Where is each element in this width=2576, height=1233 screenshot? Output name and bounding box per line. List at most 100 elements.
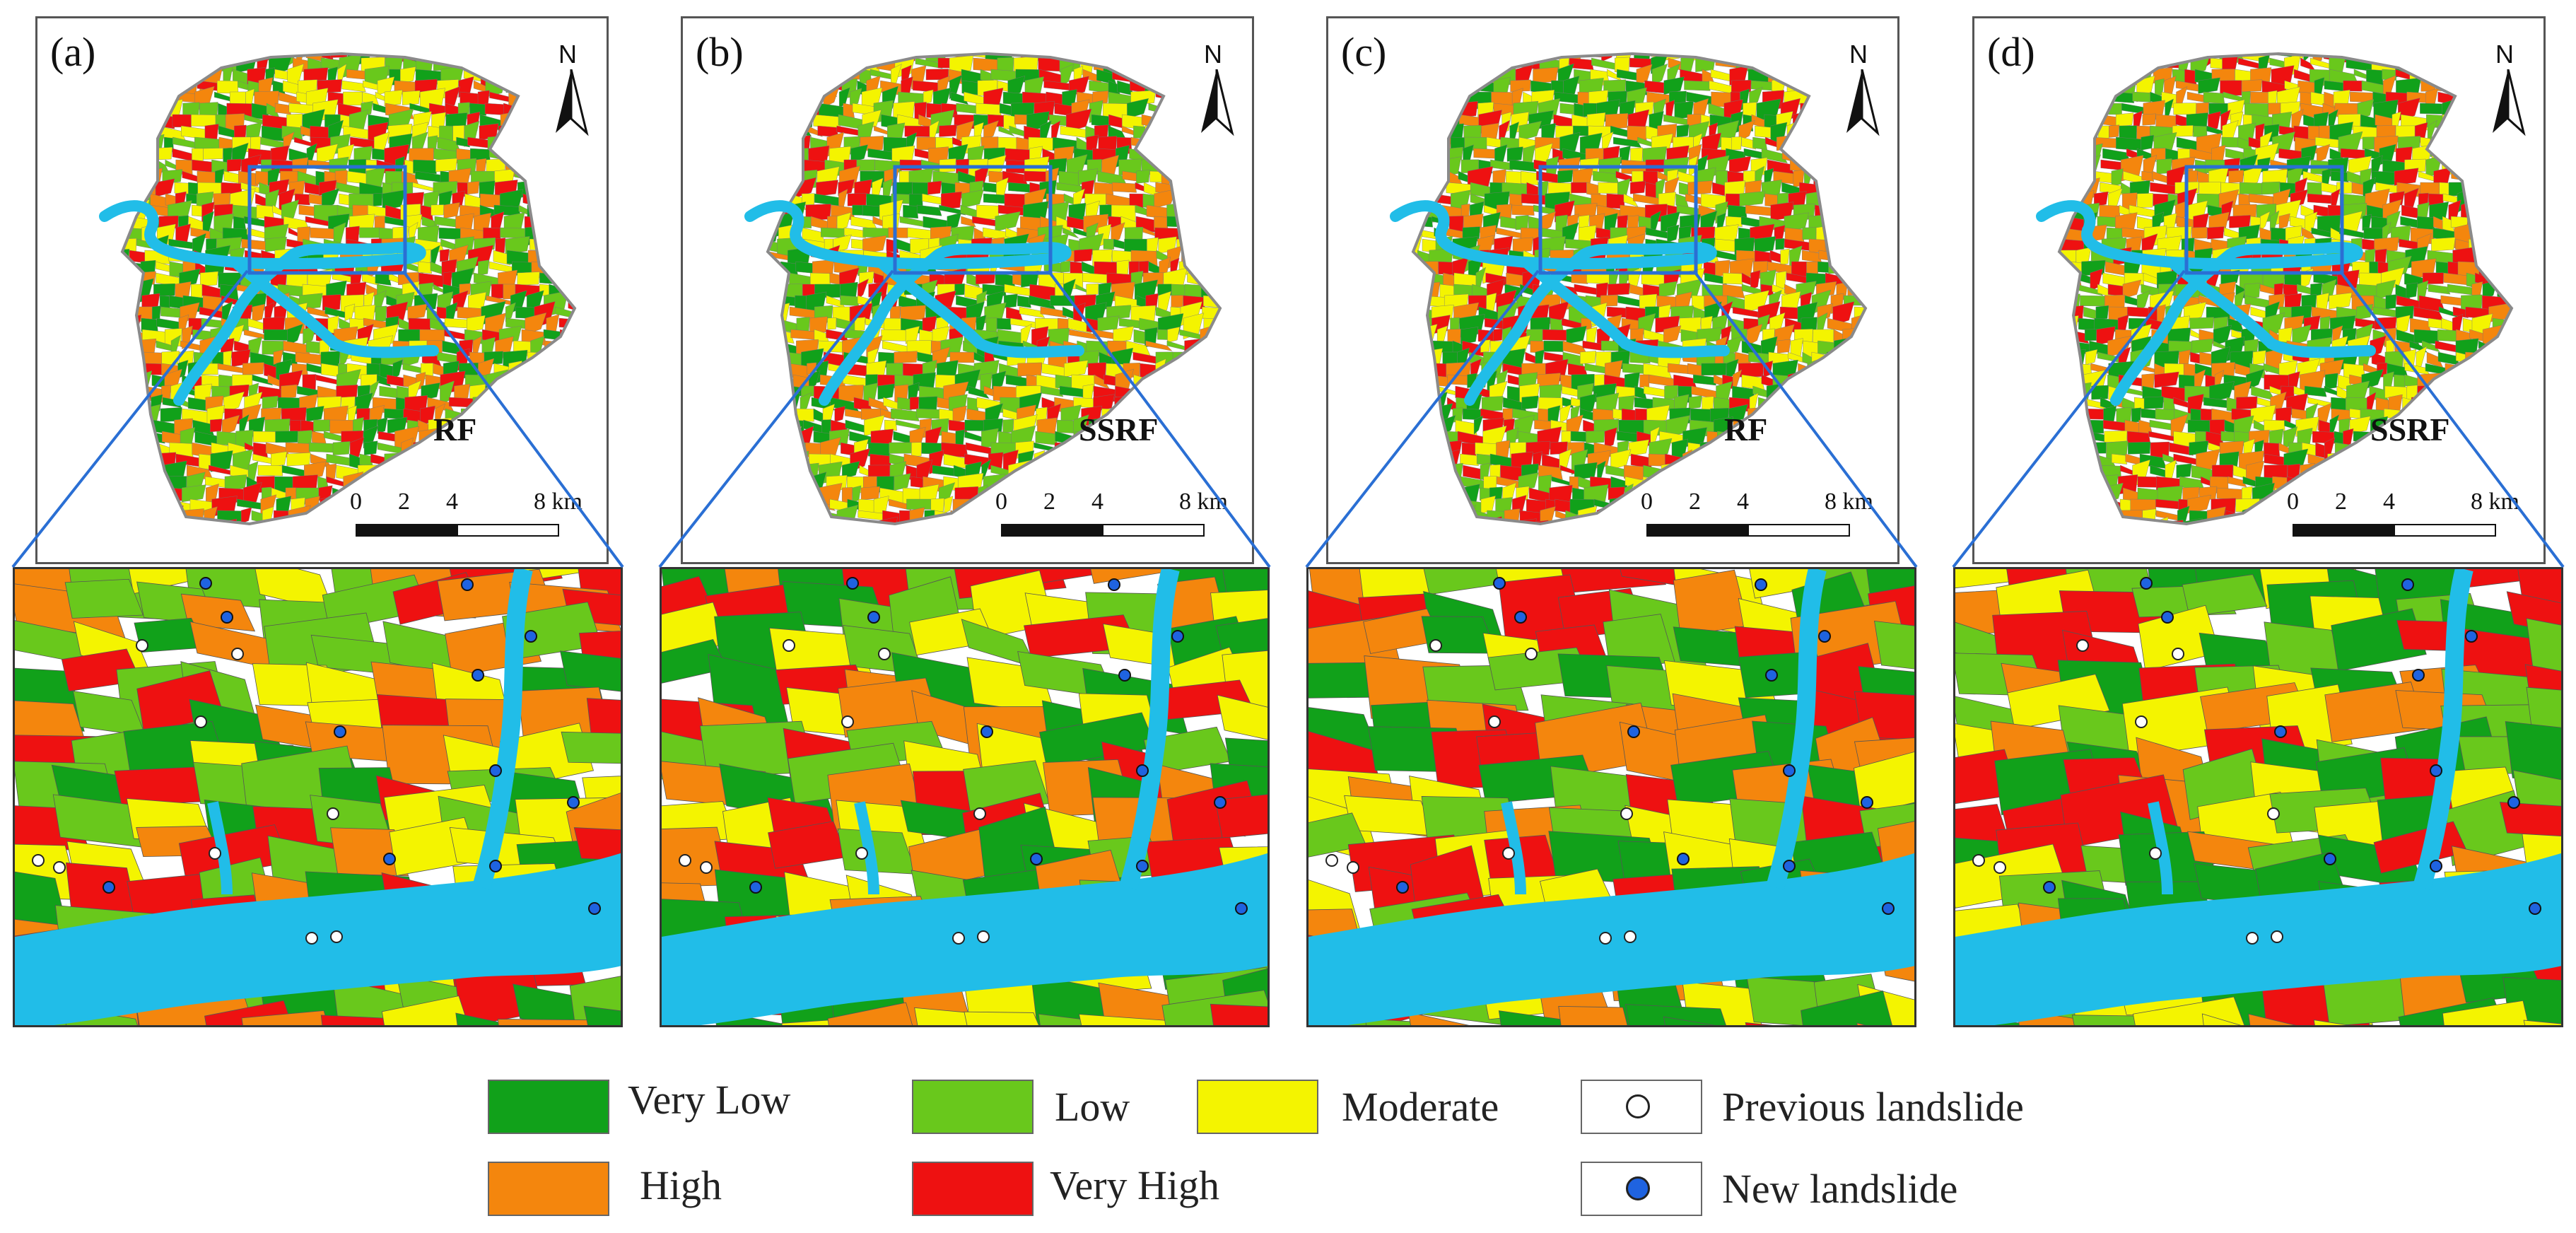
north-label: N [2495,40,2514,69]
previous-landslide-marker [679,854,691,867]
scale-tick-label: 4 [2383,489,2395,515]
new-landslide-marker [1118,669,1131,682]
new-landslide-marker [221,611,233,624]
panel-label: (c) [1341,29,1387,75]
new-landslide-marker [1136,860,1149,872]
overview-map-svg [1390,52,1868,526]
overview-map-d: (d) SSRF N 0 2 4 8 km [1972,16,2546,564]
scale-tick-label: 4 [446,489,458,515]
previous-landslide-marker [53,861,66,874]
previous-landslide-marker [841,715,854,728]
new-landslide-marker [567,796,580,809]
scale-segment [2293,524,2395,537]
legend-swatch-very-high [912,1162,1034,1216]
previous-landslide-marker [2267,807,2280,820]
new-landslide-marker [1030,853,1043,865]
new-landslide-marker [1214,796,1226,809]
overview-map-b: (b) SSRF N 0 2 4 8 km [681,16,1254,564]
new-landslide-marker [980,725,993,738]
new-landslide-marker [383,853,396,865]
detail-map-a [13,567,623,1027]
new-landslide-marker [2161,611,2174,624]
previous-landslide-marker [2246,932,2259,945]
legend-label-previous-landslide: Previous landslide [1722,1084,2024,1130]
new-landslide-marker [1108,578,1120,591]
detail-map-d [1953,567,2563,1027]
new-landslide-marker [867,611,880,624]
new-landslide-marker [1783,860,1796,872]
previous-landslide-marker [305,932,318,945]
new-landslide-marker [1171,630,1184,643]
new-landslide-marker [1882,902,1895,915]
new-landslide-marker [1235,902,1248,915]
previous-landslide-marker [327,807,339,820]
new-landslide-marker [749,881,762,894]
new-landslide-marker [489,860,502,872]
new-landslide-marker [525,630,537,643]
previous-landslide-marker [1502,847,1515,860]
previous-landslide-marker [2076,639,2089,652]
new-landslide-marker [461,578,474,591]
previous-landslide-marker [1599,932,1612,945]
scale-tick-label: 4 [1737,489,1749,515]
scale-tick-label: 2 [1689,489,1701,515]
previous-landslide-marker [977,930,990,943]
new-landslide-marker [1677,853,1690,865]
overview-map-svg [2036,52,2514,526]
previous-landslide-marker [32,854,45,867]
new-landslide-marker [2043,881,2056,894]
legend-label-low: Low [1055,1084,1130,1130]
new-landslide-marker [1396,881,1409,894]
legend-swatch-low [912,1080,1034,1134]
previous-landslide-marker [136,639,148,652]
scale-tick-label: 2 [1043,489,1055,515]
scale-bar: 0 2 4 8 km [341,489,607,545]
new-landslide-marker [2401,578,2414,591]
previous-landslide-marker [194,715,207,728]
new-landslide-marker [2274,725,2287,738]
new-landslide-marker [2324,853,2336,865]
legend-swatch-new-landslide [1581,1162,1702,1216]
legend-swatch-previous-landslide [1581,1080,1702,1134]
scale-tick-label: 0 [350,489,362,515]
scale-segment [2394,524,2496,537]
previous-landslide-marker [783,639,795,652]
panel-label: (d) [1987,29,2035,75]
previous-landslide-marker [1347,861,1359,874]
previous-landslide-marker [1525,648,1538,660]
scale-tick-label: 0 [995,489,1007,515]
north-arrow-icon: N [2487,40,2529,139]
previous-landslide-marker [2271,930,2283,943]
previous-landslide-marker [330,930,343,943]
previous-landslide-marker [973,807,986,820]
panel-label: (b) [696,29,744,75]
north-arrow-icon: N [1841,40,1883,139]
new-landslide-marker [2465,630,2478,643]
scale-segment [356,524,458,537]
scale-tick-label: 8 km [2471,489,2519,515]
new-landslide-marker [1514,611,1527,624]
previous-landslide-marker [1620,807,1633,820]
legend-label-moderate: Moderate [1342,1084,1499,1130]
new-landslide-marker [2140,577,2153,590]
overview-map-svg [744,52,1222,526]
previous-landslide-marker [952,932,965,945]
previous-landslide-marker [2135,715,2148,728]
legend-swatch-high [488,1162,609,1216]
detail-map-c [1306,567,1916,1027]
scale-segment [1747,524,1850,537]
model-label: RF [1724,411,1768,448]
scale-segment [1102,524,1205,537]
new-landslide-marker [2430,860,2442,872]
legend-label-very-low: Very Low [628,1077,791,1123]
previous-landslide-marker [2149,847,2162,860]
north-arrow-icon: N [550,40,592,139]
overview-map-c: (c) RF N 0 2 4 8 km [1326,16,1899,564]
previous-landslide-marker [1488,715,1501,728]
scale-bar: 0 2 4 8 km [2278,489,2543,545]
scale-bar: 0 2 4 8 km [987,489,1252,545]
previous-landslide-marker [855,847,868,860]
scale-tick-label: 8 km [1825,489,1873,515]
scale-tick-label: 2 [2335,489,2347,515]
new-landslide-marker [2507,796,2520,809]
